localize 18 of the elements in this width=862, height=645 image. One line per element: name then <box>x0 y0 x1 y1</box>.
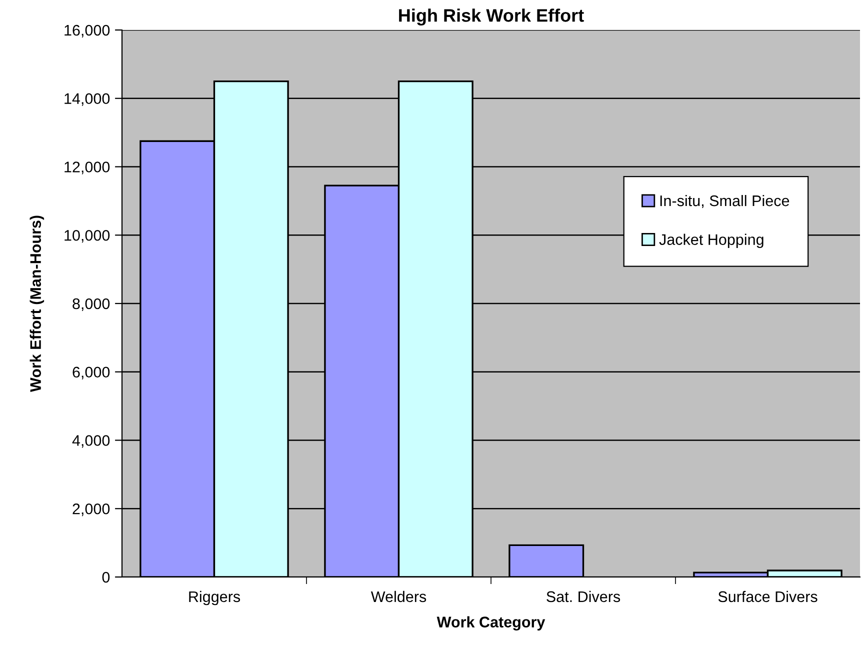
x-tick-label: Surface Divers <box>718 590 818 602</box>
y-axis-title: Work Effort (Man-Hours) <box>30 216 44 392</box>
y-tick-label: 6,000 <box>72 366 110 380</box>
x-tick-label: Riggers <box>189 590 240 606</box>
y-tick-label: 14,000 <box>64 93 110 106</box>
y-tick-label: 10,000 <box>64 230 110 243</box>
x-tick-label: Welders <box>370 590 426 602</box>
legend-label: Jacket Hopping <box>659 234 764 248</box>
y-tick-label: 8,000 <box>72 298 110 311</box>
x-axis-title: Work Category <box>436 616 546 631</box>
x-tick-label: Sat. Divers <box>546 590 620 602</box>
y-tick-label: 0 <box>102 572 110 583</box>
y-tick-label: 12,000 <box>64 162 110 174</box>
y-tick-label: 16,000 <box>64 24 110 38</box>
y-tick-label: 4,000 <box>72 435 110 448</box>
chart-title: High Risk Work Effort <box>399 8 584 26</box>
legend-label: In-situ, Small Piece <box>660 194 790 208</box>
y-tick-label: 2,000 <box>72 503 110 516</box>
